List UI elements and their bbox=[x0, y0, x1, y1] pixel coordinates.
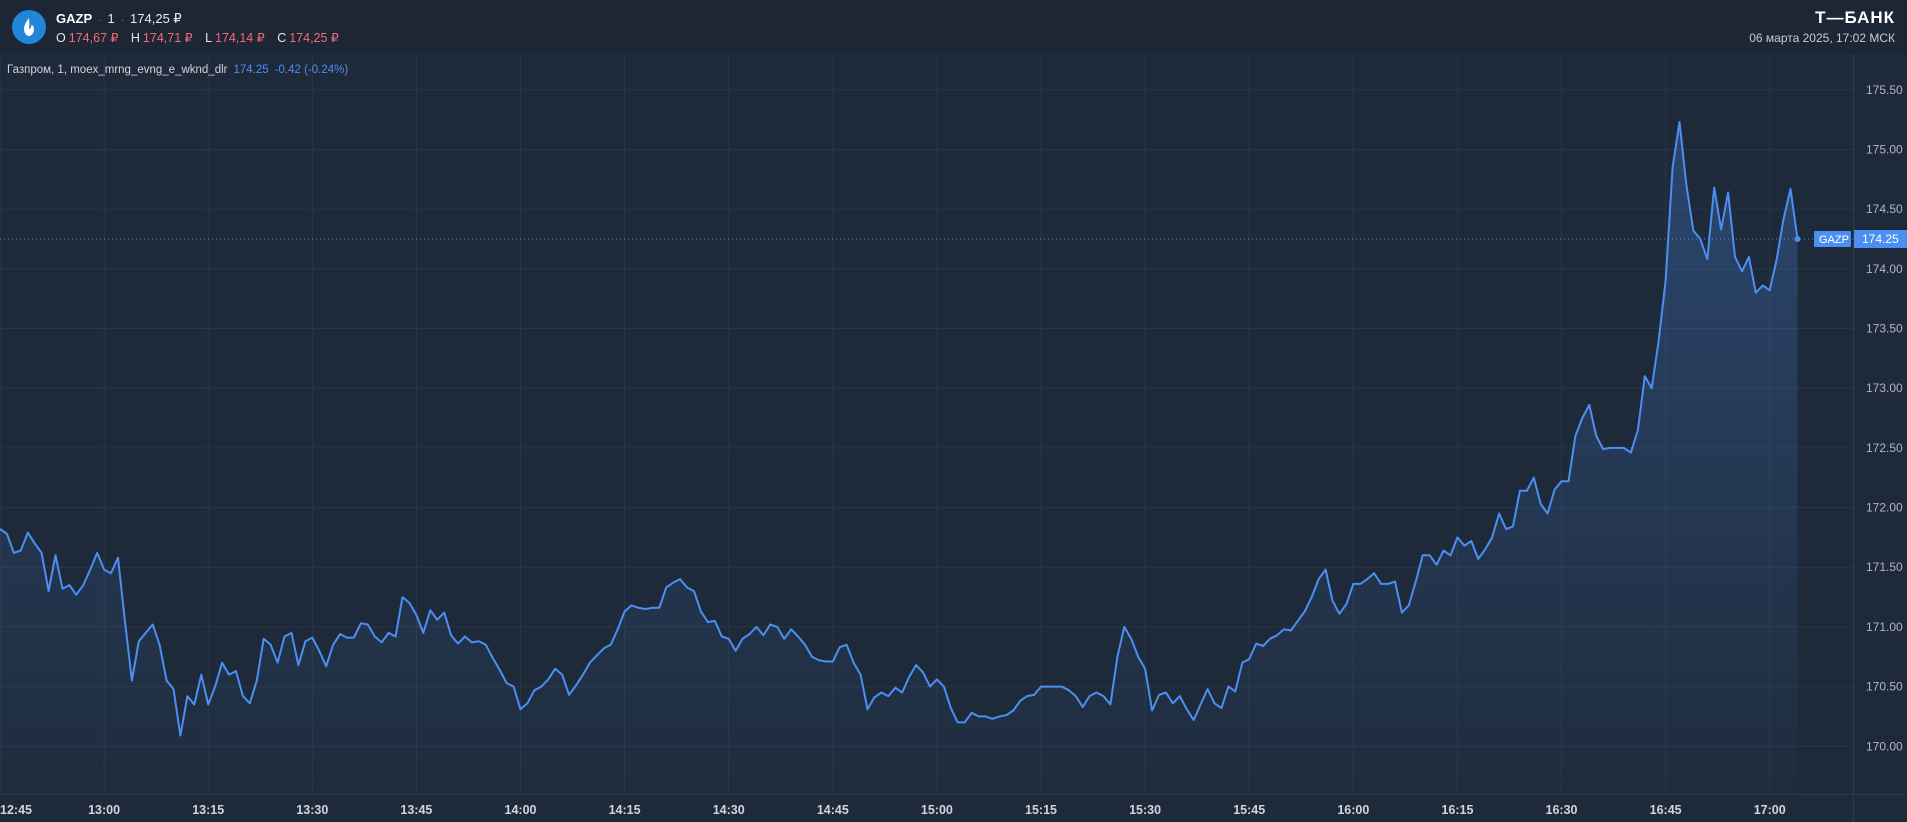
x-tick-label: 17:00 bbox=[1754, 803, 1786, 817]
legend-series-name: Газпром, 1, moex_mrng_evng_e_wknd_dlr bbox=[7, 64, 228, 76]
x-tick-label: 13:00 bbox=[88, 803, 120, 817]
x-tick-label: 13:45 bbox=[400, 803, 432, 817]
x-tick-label: 14:45 bbox=[817, 803, 849, 817]
x-tick-label: 12:45 bbox=[0, 803, 32, 817]
x-tick-label: 13:30 bbox=[296, 803, 328, 817]
price-chart[interactable]: 170.00 170.50 171.00 171.50 172.00 172.50 173.… bbox=[0, 54, 1907, 822]
low-value: 174,14 ₽ bbox=[215, 31, 265, 45]
x-axis-labels: 12:45 13:00 13:15 13:30 13:45 14:00 14:15 14:30… bbox=[0, 803, 1786, 817]
separator-dot: · bbox=[120, 15, 125, 26]
legend-value: 174.25 bbox=[233, 64, 269, 76]
y-tick-label: 175.00 bbox=[1866, 142, 1903, 156]
separator-dot: · bbox=[98, 15, 102, 26]
brand-logo: Т—БАНК bbox=[1815, 8, 1895, 27]
x-tick-label: 16:00 bbox=[1337, 803, 1369, 817]
symbol-name[interactable]: GAZP bbox=[56, 11, 93, 26]
datetime-label: 06 марта 2025, 17:02 МСК bbox=[1749, 31, 1895, 45]
x-tick-label: 16:15 bbox=[1441, 803, 1473, 817]
y-tick-label: 172.50 bbox=[1866, 441, 1903, 455]
last-price-dot bbox=[1794, 236, 1801, 242]
price-line bbox=[0, 121, 1799, 737]
high-value: 174,71 ₽ bbox=[142, 31, 193, 45]
x-tick-label: 15:45 bbox=[1233, 803, 1265, 817]
badge-symbol-bg bbox=[1814, 231, 1851, 247]
gazprom-logo-icon bbox=[12, 10, 46, 44]
y-tick-label: 175.50 bbox=[1866, 83, 1903, 97]
x-tick-label: 14:30 bbox=[713, 803, 745, 817]
x-tick-label: 15:30 bbox=[1129, 803, 1161, 817]
open-label: O bbox=[56, 31, 66, 45]
close-label: C bbox=[277, 31, 287, 45]
high-label: H bbox=[130, 31, 140, 45]
badge-value: 174.25 bbox=[1862, 232, 1899, 246]
series-legend: Газпром, 1, moex_mrng_evng_e_wknd_dlr 174… bbox=[7, 64, 348, 76]
x-tick-label: 15:00 bbox=[921, 803, 953, 817]
badge-symbol: GAZP bbox=[1819, 234, 1849, 246]
y-tick-label: 174.50 bbox=[1866, 202, 1903, 216]
y-tick-label: 170.50 bbox=[1866, 680, 1903, 694]
y-tick-label: 170.00 bbox=[1866, 739, 1903, 753]
y-axis-labels: 170.00 170.50 171.00 171.50 172.00 172.50 173.… bbox=[1866, 83, 1903, 753]
x-tick-label: 14:15 bbox=[609, 803, 641, 817]
x-tick-label: 14:00 bbox=[505, 803, 537, 817]
symbol-row: GAZP · 1 · 174,25 ₽ bbox=[56, 11, 182, 27]
last-price: 174,25 ₽ bbox=[130, 11, 182, 26]
last-price-badge: GAZP 174.25 bbox=[1814, 230, 1907, 248]
chart-header: GAZP · 1 · 174,25 ₽ O 174,67 ₽ H 174,71 ₽ L 174… bbox=[0, 0, 1907, 54]
close-value: 174,25 ₽ bbox=[289, 31, 339, 45]
x-tick-label: 16:30 bbox=[1546, 803, 1578, 817]
legend-change: -0.42 (-0.24%) bbox=[274, 64, 349, 76]
y-tick-label: 171.00 bbox=[1866, 620, 1903, 634]
x-tick-label: 15:15 bbox=[1025, 803, 1057, 817]
badge-value-bg bbox=[1854, 230, 1907, 248]
low-label: L bbox=[205, 31, 213, 45]
x-tick-label: 13:15 bbox=[192, 803, 224, 817]
open-value: 174,67 ₽ bbox=[68, 31, 119, 45]
y-tick-label: 173.00 bbox=[1866, 381, 1903, 395]
y-tick-label: 173.50 bbox=[1866, 322, 1903, 336]
y-tick-label: 174.00 bbox=[1866, 262, 1903, 276]
y-tick-label: 172.00 bbox=[1866, 501, 1903, 515]
interval-label[interactable]: 1 bbox=[107, 11, 115, 26]
ohlc-row: O 174,67 ₽ H 174,71 ₽ L 174,14 ₽ C 174,25 ₽ bbox=[56, 30, 348, 45]
price-area bbox=[0, 122, 1798, 794]
x-tick-label: 16:45 bbox=[1650, 803, 1682, 817]
y-tick-label: 171.50 bbox=[1866, 560, 1903, 574]
